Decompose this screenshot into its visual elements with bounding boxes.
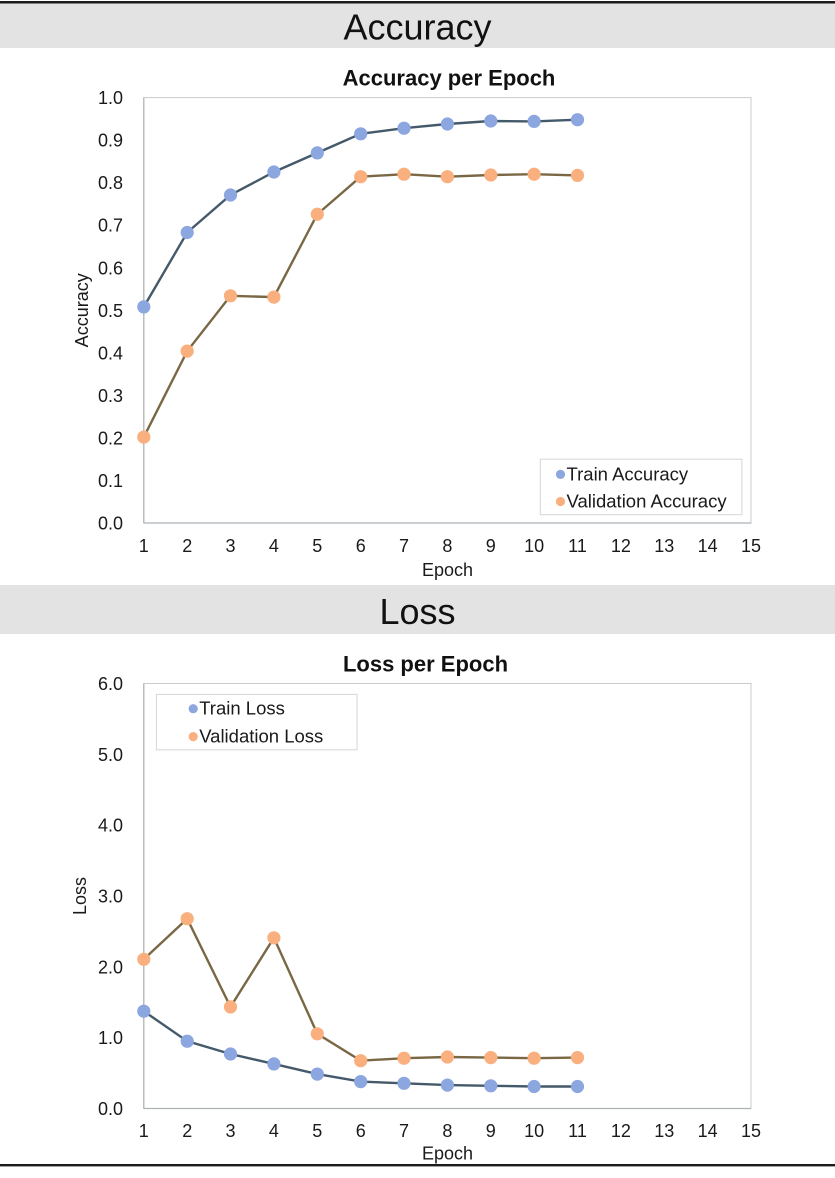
- svg-text:12: 12: [611, 536, 631, 556]
- svg-text:Epoch: Epoch: [422, 560, 473, 580]
- svg-text:10: 10: [524, 536, 544, 556]
- svg-text:5: 5: [312, 1121, 322, 1141]
- svg-text:Validation Loss: Validation Loss: [199, 726, 323, 747]
- svg-text:2: 2: [182, 1121, 192, 1141]
- svg-text:12: 12: [611, 1121, 631, 1141]
- svg-text:9: 9: [486, 1121, 496, 1141]
- svg-text:3: 3: [225, 1121, 235, 1141]
- svg-text:15: 15: [741, 536, 761, 556]
- svg-text:Accuracy per Epoch: Accuracy per Epoch: [343, 66, 556, 91]
- svg-text:2: 2: [182, 536, 192, 556]
- svg-text:2.0: 2.0: [98, 957, 123, 977]
- svg-text:4: 4: [269, 1121, 279, 1141]
- svg-text:6: 6: [356, 536, 366, 556]
- svg-text:0.6: 0.6: [98, 258, 123, 278]
- svg-text:0.3: 0.3: [98, 386, 123, 406]
- svg-text:3: 3: [225, 536, 235, 556]
- svg-text:6: 6: [356, 1121, 366, 1141]
- svg-text:5.0: 5.0: [98, 745, 123, 765]
- svg-text:1: 1: [139, 536, 149, 556]
- svg-text:10: 10: [524, 1121, 544, 1141]
- svg-text:Train Loss: Train Loss: [199, 698, 285, 719]
- svg-text:Accuracy: Accuracy: [343, 7, 491, 48]
- svg-text:0.9: 0.9: [98, 131, 123, 151]
- svg-text:7: 7: [399, 536, 409, 556]
- svg-text:15: 15: [741, 1121, 761, 1141]
- svg-text:13: 13: [654, 1121, 674, 1141]
- svg-text:11: 11: [568, 536, 587, 556]
- svg-text:Loss: Loss: [379, 591, 455, 632]
- svg-text:7: 7: [399, 1121, 409, 1141]
- svg-text:0.5: 0.5: [98, 301, 123, 321]
- svg-text:3.0: 3.0: [98, 887, 123, 907]
- svg-text:Validation Accuracy: Validation Accuracy: [567, 491, 728, 512]
- svg-text:0.7: 0.7: [98, 216, 123, 236]
- svg-text:0.4: 0.4: [98, 343, 123, 363]
- svg-text:0.0: 0.0: [98, 1099, 123, 1119]
- svg-text:0.0: 0.0: [98, 514, 123, 534]
- svg-text:1.0: 1.0: [98, 88, 123, 108]
- svg-text:Train Accuracy: Train Accuracy: [567, 463, 689, 484]
- svg-text:14: 14: [698, 536, 718, 556]
- svg-text:11: 11: [568, 1121, 587, 1141]
- svg-text:4: 4: [269, 536, 279, 556]
- svg-text:9: 9: [486, 536, 496, 556]
- svg-text:4.0: 4.0: [98, 816, 123, 836]
- svg-text:0.2: 0.2: [98, 428, 123, 448]
- svg-text:8: 8: [442, 1121, 452, 1141]
- svg-text:14: 14: [698, 1121, 718, 1141]
- svg-text:Accuracy: Accuracy: [72, 273, 92, 347]
- svg-text:1.0: 1.0: [98, 1028, 123, 1048]
- svg-text:1: 1: [139, 1121, 149, 1141]
- svg-text:13: 13: [654, 536, 674, 556]
- svg-text:Epoch: Epoch: [422, 1144, 473, 1164]
- svg-text:6.0: 6.0: [98, 674, 123, 694]
- svg-text:0.1: 0.1: [98, 471, 123, 491]
- svg-text:Loss: Loss: [70, 877, 90, 915]
- svg-text:8: 8: [442, 536, 452, 556]
- svg-text:0.8: 0.8: [98, 173, 123, 193]
- svg-text:Loss per Epoch: Loss per Epoch: [343, 651, 508, 676]
- svg-text:5: 5: [312, 536, 322, 556]
